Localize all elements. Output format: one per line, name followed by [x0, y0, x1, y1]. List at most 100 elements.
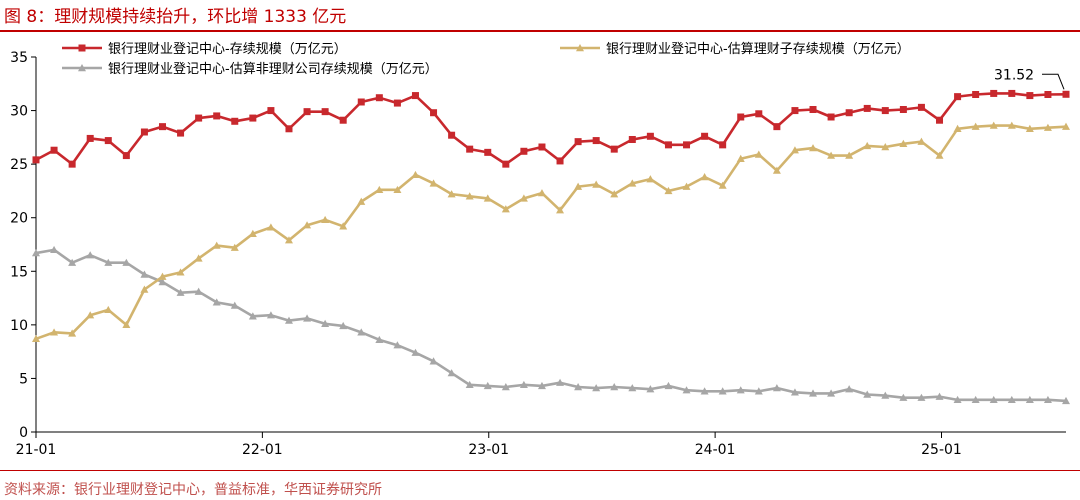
data-point — [754, 387, 763, 395]
data-point — [682, 182, 691, 190]
data-point — [537, 381, 546, 390]
legend-swatch-marker — [576, 44, 584, 52]
data-point — [158, 278, 167, 286]
data-point — [321, 319, 330, 327]
data-point — [1008, 89, 1016, 97]
data-point — [971, 395, 980, 404]
data-point — [411, 348, 420, 356]
data-point — [1043, 123, 1052, 131]
data-point — [86, 134, 94, 142]
data-point — [284, 236, 293, 244]
data-point — [176, 268, 185, 276]
data-point — [809, 389, 818, 397]
data-point — [935, 151, 944, 159]
data-point — [556, 206, 565, 214]
data-point — [411, 92, 419, 100]
data-point — [845, 109, 853, 117]
data-point — [664, 186, 673, 195]
data-point — [718, 387, 727, 395]
data-point — [881, 143, 890, 151]
series-2 — [32, 121, 1070, 342]
y-tick-label: 30 — [10, 104, 28, 120]
data-point — [683, 141, 691, 149]
data-point — [212, 241, 221, 249]
data-point — [1025, 395, 1034, 404]
series-layer — [32, 89, 1070, 405]
data-point — [953, 124, 962, 132]
data-point — [809, 144, 818, 152]
data-point — [592, 137, 600, 145]
annotation-leader — [1042, 73, 1065, 90]
data-point — [754, 150, 763, 158]
data-point — [122, 152, 130, 160]
data-point — [501, 205, 510, 213]
x-tick-label: 23-01 — [468, 442, 509, 458]
data-point — [1026, 92, 1034, 100]
data-point — [1025, 124, 1034, 132]
data-point — [447, 190, 456, 198]
data-point — [140, 128, 148, 136]
data-point — [718, 181, 727, 189]
data-point — [429, 357, 438, 365]
series-line — [35, 248, 1067, 403]
y-tick-label: 35 — [10, 50, 28, 66]
legend-label: 银行理财业登记中心-估算非理财公司存续规模（万亿元） — [108, 62, 438, 77]
x-tick-label: 25-01 — [921, 442, 962, 458]
data-point — [447, 369, 456, 377]
data-point — [104, 305, 113, 314]
data-point — [664, 381, 673, 390]
data-point — [971, 122, 980, 130]
data-point — [212, 298, 221, 306]
data-point — [845, 385, 854, 393]
data-point — [68, 329, 77, 337]
data-point — [104, 258, 113, 266]
legend: 银行理财业登记中心-存续规模（万亿元） 银行理财业登记中心-估算理财子存续规模（万… — [62, 42, 910, 77]
data-point — [917, 393, 926, 401]
data-point — [86, 311, 95, 319]
data-point — [483, 381, 492, 390]
data-point — [899, 106, 907, 113]
data-point — [519, 194, 528, 202]
data-point — [484, 148, 492, 156]
data-point — [936, 116, 944, 124]
data-point — [68, 258, 77, 266]
data-point — [628, 179, 637, 187]
annotation-label: 31.52 — [994, 67, 1034, 83]
data-point — [790, 146, 799, 154]
y-tick-label: 15 — [10, 264, 28, 280]
legend-swatch-marker — [78, 44, 86, 52]
data-point — [32, 334, 40, 342]
data-point — [845, 151, 854, 159]
data-point — [863, 104, 871, 112]
data-point — [989, 121, 998, 129]
data-point — [700, 387, 709, 395]
data-point — [357, 328, 366, 336]
source-note: 资料来源：银行业理财登记中心，普益标准，华西证券研究所 — [4, 482, 382, 498]
data-point — [917, 137, 926, 145]
data-point — [104, 137, 112, 145]
data-point — [32, 156, 40, 164]
data-point — [628, 384, 637, 392]
data-point — [375, 335, 384, 344]
data-point — [393, 341, 402, 349]
data-point — [249, 114, 257, 122]
data-point — [917, 103, 925, 111]
figure-title: 图 8：理财规模持续抬升，环比增 1333 亿元 — [4, 7, 347, 27]
data-point — [140, 270, 149, 278]
data-point — [1007, 121, 1016, 129]
data-point — [339, 321, 348, 330]
legend-label: 银行理财业登记中心-存续规模（万亿元） — [108, 42, 347, 57]
x-tick-label: 21-01 — [16, 442, 57, 458]
data-point — [122, 258, 131, 266]
data-point — [194, 287, 203, 295]
data-point — [375, 94, 383, 102]
data-point — [990, 89, 998, 97]
data-point — [574, 182, 583, 190]
data-point — [213, 112, 221, 120]
legend-item: 银行理财业登记中心-估算非理财公司存续规模（万亿元） — [62, 62, 438, 77]
data-point — [194, 254, 203, 262]
data-point — [700, 173, 709, 181]
data-point — [1044, 91, 1052, 98]
data-point — [267, 107, 275, 115]
data-point — [538, 143, 546, 151]
